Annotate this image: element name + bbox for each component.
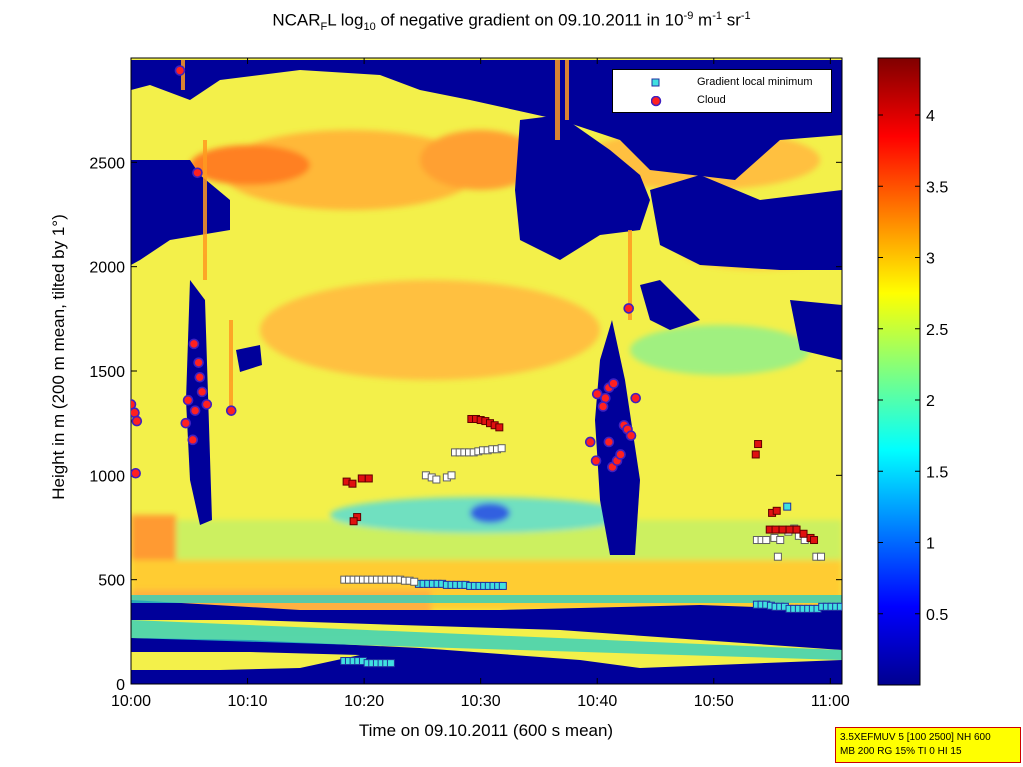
- legend: Gradient local minimum Cloud: [612, 69, 832, 113]
- minimum-marker-red: [495, 423, 504, 432]
- cloud-marker: [225, 405, 237, 416]
- y-axis-label: Height in m (200 m mean, tilted by 1°): [49, 214, 68, 500]
- x-tick-label: 10:10: [228, 693, 268, 710]
- cloud-marker: [630, 392, 641, 404]
- colorbar-axis: 0.5 1 1.5 2 2.5 3 3.5 4: [878, 108, 948, 624]
- cloud-marker: [188, 338, 200, 350]
- x-tick-label: 10:40: [577, 693, 617, 710]
- square-marker-icon: [651, 78, 660, 87]
- cloud-marker: [591, 388, 603, 400]
- minimum-marker-red: [785, 525, 794, 534]
- cloud-marker: [615, 449, 626, 460]
- minimum-marker-red: [810, 536, 819, 545]
- colorbar-tick-label: 3: [926, 251, 935, 268]
- minimum-marker-red: [778, 525, 787, 534]
- minimum-marker-red: [772, 506, 781, 515]
- minimum-marker-cyan: [841, 602, 842, 611]
- minimum-marker-white: [432, 475, 441, 484]
- x-tick-label: 10:00: [111, 693, 151, 710]
- minimum-marker-white: [447, 471, 456, 480]
- y-tick-label: 1000: [89, 468, 125, 485]
- cloud-marker: [194, 371, 206, 383]
- minimum-marker-cyan: [498, 581, 507, 590]
- y-axis: 0 500 1000 1500 2000 2500: [89, 155, 842, 694]
- heatmap: [131, 58, 842, 684]
- legend-label-cloud: Cloud: [697, 94, 726, 106]
- colorbar: [877, 57, 921, 686]
- cloud-marker: [193, 357, 204, 368]
- minimum-marker-cyan: [847, 603, 854, 610]
- cloud-marker: [201, 399, 213, 410]
- minimum-marker-white: [762, 536, 771, 545]
- infobox-line-1: 3.5XEFMUV 5 [100 2500] NH 600: [840, 732, 991, 743]
- colorbar-tick-label: 2: [926, 393, 935, 410]
- minimum-marker-white: [773, 552, 782, 561]
- minimum-marker-white: [776, 536, 785, 545]
- cloud-marker: [196, 386, 208, 398]
- minimum-marker-red: [348, 479, 357, 488]
- infobox-line-2: MB 200 RG 15% TI 0 HI 15: [840, 746, 962, 757]
- colorbar-tick-label: 1: [926, 536, 935, 553]
- cloud-marker: [131, 399, 137, 410]
- minimum-marker-red: [357, 474, 366, 483]
- cloud-marker: [131, 415, 143, 427]
- chart-title: NCARFL log10 of negative gradient on 09.…: [272, 10, 751, 34]
- colorbar-tick-label: 0.5: [926, 607, 948, 624]
- colorbar-tick-label: 4: [926, 108, 935, 125]
- minimum-marker-red: [349, 517, 358, 526]
- circle-marker-icon: [651, 96, 662, 107]
- x-axis-label: Time on 09.10.2011 (600 s mean): [359, 721, 613, 740]
- minimum-marker-cyan: [836, 602, 842, 611]
- cloud-marker: [623, 303, 635, 314]
- x-tick-label: 10:20: [344, 693, 384, 710]
- minimum-marker-red: [771, 525, 780, 534]
- minimum-marker-cyan: [783, 502, 792, 511]
- minimum-marker-red: [751, 450, 760, 459]
- settings-infobox: 3.5XEFMUV 5 [100 2500] NH 600 MB 200 RG …: [835, 727, 1021, 763]
- cloud-marker: [174, 65, 186, 76]
- legend-item-cloud: Cloud: [613, 92, 831, 110]
- minimum-marker-red: [792, 525, 801, 534]
- minimum-marker-white: [497, 444, 506, 453]
- cloud-marker: [625, 430, 637, 441]
- cloud-marker: [189, 405, 201, 416]
- y-tick-label: 0: [116, 677, 125, 694]
- colorbar-tick-label: 2.5: [926, 322, 948, 339]
- cloud-marker: [584, 436, 596, 448]
- cloud-marker: [192, 167, 203, 179]
- cloud-marker: [590, 455, 602, 467]
- minimum-marker-white: [817, 552, 826, 561]
- minimum-marker-cyan: [386, 659, 395, 668]
- colorbar-tick-label: 3.5: [926, 179, 948, 196]
- x-axis: 10:00 10:10 10:20 10:30 10:40 10:50 11:00: [111, 58, 850, 710]
- cloud-marker: [603, 436, 615, 448]
- cloud-marker: [131, 467, 141, 479]
- y-tick-label: 2500: [89, 155, 125, 172]
- minimum-marker-red: [799, 529, 808, 538]
- cloud-marker: [182, 394, 194, 406]
- y-tick-label: 2000: [89, 260, 125, 277]
- x-tick-label: 11:00: [811, 693, 850, 710]
- cloud-marker: [187, 434, 199, 446]
- cloud-marker: [597, 401, 609, 412]
- cloud-marker: [180, 417, 192, 429]
- legend-label-minimum: Gradient local minimum: [697, 76, 813, 88]
- minimum-marker-red: [754, 440, 763, 449]
- y-tick-label: 500: [98, 573, 125, 590]
- markers-layer: [131, 65, 854, 668]
- minimum-marker-red: [364, 474, 373, 483]
- colorbar-tick-label: 1.5: [926, 464, 948, 481]
- cloud-marker: [608, 378, 619, 389]
- legend-item-minimum: Gradient local minimum: [613, 74, 831, 92]
- x-tick-label: 10:50: [694, 693, 734, 710]
- minimum-marker-white: [410, 577, 419, 586]
- y-tick-label: 1500: [89, 364, 125, 381]
- x-tick-label: 10:30: [461, 693, 501, 710]
